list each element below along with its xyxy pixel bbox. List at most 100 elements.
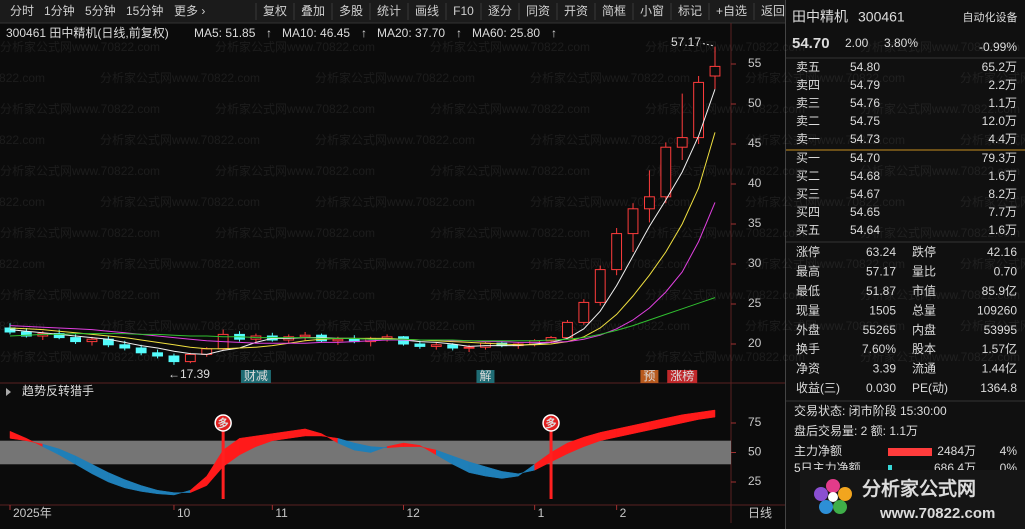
toolbar-button[interactable]: 同资 <box>526 4 550 18</box>
stat-value: 1.44亿 <box>982 361 1017 376</box>
watermark: 分析家公式网www.70822.com <box>530 132 690 147</box>
stat-label: PE(动) <box>912 381 948 395</box>
legend-trend: ↑ <box>551 26 557 40</box>
period-tab[interactable]: 15分钟 <box>126 3 163 18</box>
stat-value: 1.57亿 <box>982 341 1017 356</box>
watermark: 分析家公式网www.70822.com <box>645 349 805 364</box>
x-tick-label: 2 <box>620 506 627 520</box>
y-tick-label: 25 <box>748 296 762 310</box>
toolbar-button[interactable]: 简框 <box>602 4 626 18</box>
toolbar-button[interactable]: 开资 <box>564 4 588 18</box>
stat-value: 1505 <box>869 303 896 317</box>
watermark: 分析家公式网www.70822.com <box>215 349 375 364</box>
candle-body <box>545 337 557 342</box>
stat-value: 7.60% <box>862 342 896 356</box>
quote-panel <box>786 0 1025 529</box>
event-label: 解 <box>479 369 491 383</box>
toolbar-button[interactable]: 复权 <box>263 4 287 18</box>
legend-entry: MA10: 46.45 <box>282 26 350 40</box>
watermark: 分析家公式网www.70822.com <box>315 194 475 209</box>
watermark: 分析家公式网www.70822.com <box>215 101 375 116</box>
book-price: 54.67 <box>850 187 880 201</box>
x-tick-label: 1 <box>538 506 545 520</box>
stat-label: 最低 <box>796 284 820 298</box>
logo-petal <box>819 500 833 514</box>
watermark: 分析家公式网www.70822.com <box>530 70 690 85</box>
book-volume: 2.2万 <box>988 78 1017 92</box>
book-volume: 7.7万 <box>988 205 1017 219</box>
event-label: 预 <box>643 369 655 383</box>
indicator-toggle[interactable] <box>6 388 11 396</box>
legend-entry: MA5: 51.85 <box>194 26 256 40</box>
book-price: 54.79 <box>850 78 880 92</box>
candle-body <box>20 331 32 337</box>
watermark: 分析家公式网www.70822.com <box>430 287 590 302</box>
candle-body <box>70 337 81 343</box>
stat-value: 63.24 <box>866 245 896 259</box>
ma-line <box>9 202 716 344</box>
logo-bg <box>800 470 1025 529</box>
y-tick-label: 20 <box>748 336 762 350</box>
signal-label: 多 <box>546 416 557 430</box>
stat-label: 内盘 <box>912 322 936 337</box>
watermark: 分析家公式网www.70822.com <box>215 39 375 54</box>
toolbar-button[interactable]: F10 <box>453 4 474 18</box>
toolbar-button[interactable]: 标记 <box>678 4 702 18</box>
period-tab[interactable]: 1分钟 <box>44 3 75 18</box>
candle-body <box>594 269 606 303</box>
book-label: 买四 <box>796 205 820 219</box>
period-tab[interactable]: 更多 › <box>174 4 205 18</box>
watermark: 分析家公式网www.70822.com <box>0 287 160 302</box>
high-label: 57.17 <box>671 35 701 49</box>
book-price: 54.73 <box>850 132 880 146</box>
stat-label: 股本 <box>912 342 936 356</box>
book-label: 卖三 <box>796 96 820 110</box>
logo-petal <box>826 479 840 493</box>
candle-body <box>676 137 688 148</box>
toolbar-button[interactable]: 小窗 <box>640 4 664 18</box>
stat-label: 涨停 <box>796 244 820 259</box>
watermark: 分析家公式网www.70822.com <box>745 132 905 147</box>
candle-body <box>119 344 131 349</box>
book-label: 卖五 <box>796 60 820 74</box>
book-price: 54.68 <box>850 169 880 183</box>
toolbar-button[interactable]: 统计 <box>377 4 401 18</box>
toolbar-button[interactable]: 画线 <box>415 4 439 18</box>
stat-value: 3.39 <box>873 362 897 376</box>
watermark: 分析家公式网www.70822.com <box>645 225 805 240</box>
book-volume: 1.1万 <box>988 96 1017 110</box>
indicator-title: 趋势反转猎手 <box>22 383 94 398</box>
watermark: 分析家公式网www.70822.com <box>860 349 1020 364</box>
candle-body <box>430 344 442 347</box>
stat-label: 外盘 <box>796 322 820 337</box>
book-volume: 1.6万 <box>988 223 1017 237</box>
toolbar-button[interactable]: 多股 <box>339 4 363 18</box>
toolbar-button[interactable]: 返回 <box>761 4 785 18</box>
candle-body <box>135 347 147 354</box>
watermark: 分析家公式网www.70822.com <box>960 194 1025 209</box>
change-pct: 3.80% <box>884 36 918 50</box>
candle-body <box>660 146 672 198</box>
period-tab[interactable]: 分时 <box>10 4 34 18</box>
event-badge <box>240 370 271 383</box>
x-tick-label: 12 <box>406 506 420 520</box>
book-volume: 8.2万 <box>988 187 1017 201</box>
toolbar-button[interactable]: +自选 <box>716 4 747 18</box>
stat-value: 109260 <box>977 303 1017 317</box>
toolbar-button[interactable]: 逐分 <box>488 4 512 18</box>
period-tab[interactable]: 5分钟 <box>85 3 116 18</box>
y-tick-label: 35 <box>748 216 762 230</box>
logo-center <box>828 492 838 502</box>
flow-bar <box>888 465 892 473</box>
legend-entry: MA20: 37.70 <box>377 26 445 40</box>
stat-value: 85.9亿 <box>982 283 1017 298</box>
toolbar-button[interactable]: 叠加 <box>301 4 325 18</box>
low-label: ←17.39 <box>168 367 210 381</box>
high-arrow <box>702 43 714 47</box>
y-tick-label: 50 <box>748 445 762 459</box>
x-tick-label: 10 <box>177 506 191 520</box>
stat-label: 总量 <box>912 303 936 317</box>
y-tick-label: 55 <box>748 56 762 70</box>
watermark: 分析家公式网www.70822.com <box>0 349 160 364</box>
stat-label: 换手 <box>796 342 820 356</box>
